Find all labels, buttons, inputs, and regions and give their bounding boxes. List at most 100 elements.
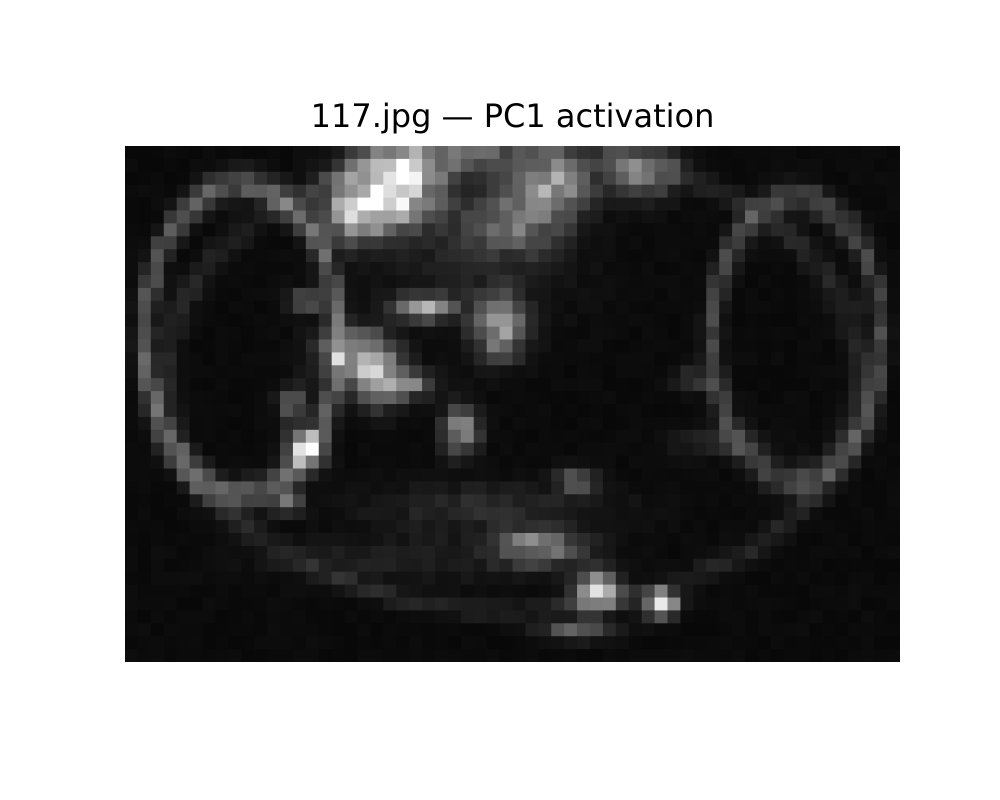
heatmap-cell: [189, 236, 203, 250]
heatmap-cell: [344, 339, 358, 353]
heatmap-cell: [745, 545, 759, 560]
heatmap-cell: [357, 520, 371, 534]
heatmap-cell: [473, 210, 488, 224]
heatmap-cell: [267, 158, 281, 173]
heatmap-cell: [292, 623, 307, 637]
heatmap-cell: [228, 507, 242, 521]
heatmap-cell: [564, 197, 578, 211]
heatmap-cell: [370, 223, 384, 237]
heatmap-cell: [409, 146, 423, 160]
heatmap-cell: [137, 404, 152, 418]
heatmap-cell: [499, 287, 513, 302]
heatmap-cell: [137, 391, 152, 405]
heatmap-cell: [176, 545, 190, 560]
heatmap-cell: [241, 249, 255, 263]
heatmap-cell: [680, 197, 694, 211]
heatmap-cell: [654, 326, 668, 340]
heatmap-cell: [150, 197, 165, 211]
heatmap-cell: [525, 442, 539, 456]
heatmap-cell: [564, 378, 578, 392]
heatmap-cell: [654, 339, 668, 353]
heatmap-cell: [409, 597, 423, 611]
heatmap-cell: [796, 520, 810, 534]
heatmap-cell: [719, 313, 733, 327]
heatmap-cell: [331, 649, 345, 662]
heatmap-cell: [241, 313, 255, 327]
heatmap-cell: [757, 262, 772, 276]
heatmap-cell: [215, 455, 229, 469]
heatmap-cell: [809, 610, 823, 624]
heatmap-cell: [435, 584, 449, 598]
heatmap-cell: [305, 146, 320, 160]
heatmap-cell: [564, 184, 578, 198]
heatmap-cell: [745, 481, 759, 495]
heatmap-cell: [318, 494, 333, 508]
heatmap-cell: [783, 210, 798, 224]
heatmap-cell: [680, 339, 694, 353]
heatmap-cell: [189, 275, 203, 289]
heatmap-cell: [409, 339, 423, 353]
heatmap-cell: [435, 210, 449, 224]
heatmap-cell: [745, 494, 759, 508]
heatmap-cell: [396, 158, 410, 173]
heatmap-cell: [280, 197, 294, 211]
heatmap-cell: [874, 262, 888, 276]
heatmap-cell: [680, 571, 694, 585]
heatmap-cell: [241, 494, 255, 508]
heatmap-cell: [125, 455, 139, 469]
heatmap-cell: [783, 287, 798, 302]
heatmap-cell: [615, 584, 630, 598]
heatmap-cell: [861, 610, 875, 624]
heatmap-cell: [590, 158, 604, 173]
heatmap-cell: [189, 610, 203, 624]
heatmap-cell: [693, 249, 707, 263]
heatmap-cell: [150, 262, 165, 276]
heatmap-cell: [757, 429, 772, 444]
heatmap-cell: [835, 391, 849, 405]
heatmap-cell: [254, 352, 268, 366]
heatmap-cell: [590, 636, 604, 650]
heatmap-cell: [796, 352, 810, 366]
heatmap-cell: [602, 404, 617, 418]
heatmap-cell: [267, 262, 281, 276]
heatmap-cell: [150, 275, 165, 289]
heatmap-cell: [331, 287, 345, 302]
heatmap-cell: [796, 468, 810, 482]
heatmap-cell: [602, 158, 617, 173]
heatmap-cell: [770, 262, 785, 276]
heatmap-cell: [848, 468, 862, 482]
heatmap-cell: [693, 184, 707, 198]
heatmap-cell: [125, 287, 139, 302]
heatmap-cell: [422, 623, 436, 637]
heatmap-cell: [835, 236, 849, 250]
heatmap-cell: [783, 391, 798, 405]
heatmap-cell: [822, 584, 836, 598]
heatmap-cell: [409, 429, 423, 444]
heatmap-cell: [887, 558, 900, 573]
heatmap-cell: [280, 313, 294, 327]
heatmap-cell: [525, 597, 539, 611]
heatmap-cell: [525, 507, 539, 521]
heatmap-cell: [254, 404, 268, 418]
heatmap-cell: [228, 520, 242, 534]
heatmap-cell: [667, 597, 681, 611]
heatmap-cell: [874, 223, 888, 237]
heatmap-cell: [305, 275, 320, 289]
heatmap-cell: [305, 558, 320, 573]
heatmap-cell: [745, 262, 759, 276]
heatmap-cell: [318, 158, 333, 173]
heatmap-cell: [499, 146, 513, 160]
heatmap-cell: [654, 275, 668, 289]
heatmap-cell: [280, 391, 294, 405]
heatmap-cell: [150, 326, 165, 340]
heatmap-cell: [745, 649, 759, 662]
heatmap-cell: [667, 416, 681, 431]
heatmap-cell: [189, 184, 203, 198]
heatmap-cell: [628, 416, 643, 431]
heatmap-cell: [564, 494, 578, 508]
heatmap-cell: [163, 197, 178, 211]
heatmap-cell: [344, 481, 358, 495]
heatmap-cell: [602, 597, 617, 611]
heatmap-cell: [667, 520, 681, 534]
heatmap-cell: [602, 236, 617, 250]
